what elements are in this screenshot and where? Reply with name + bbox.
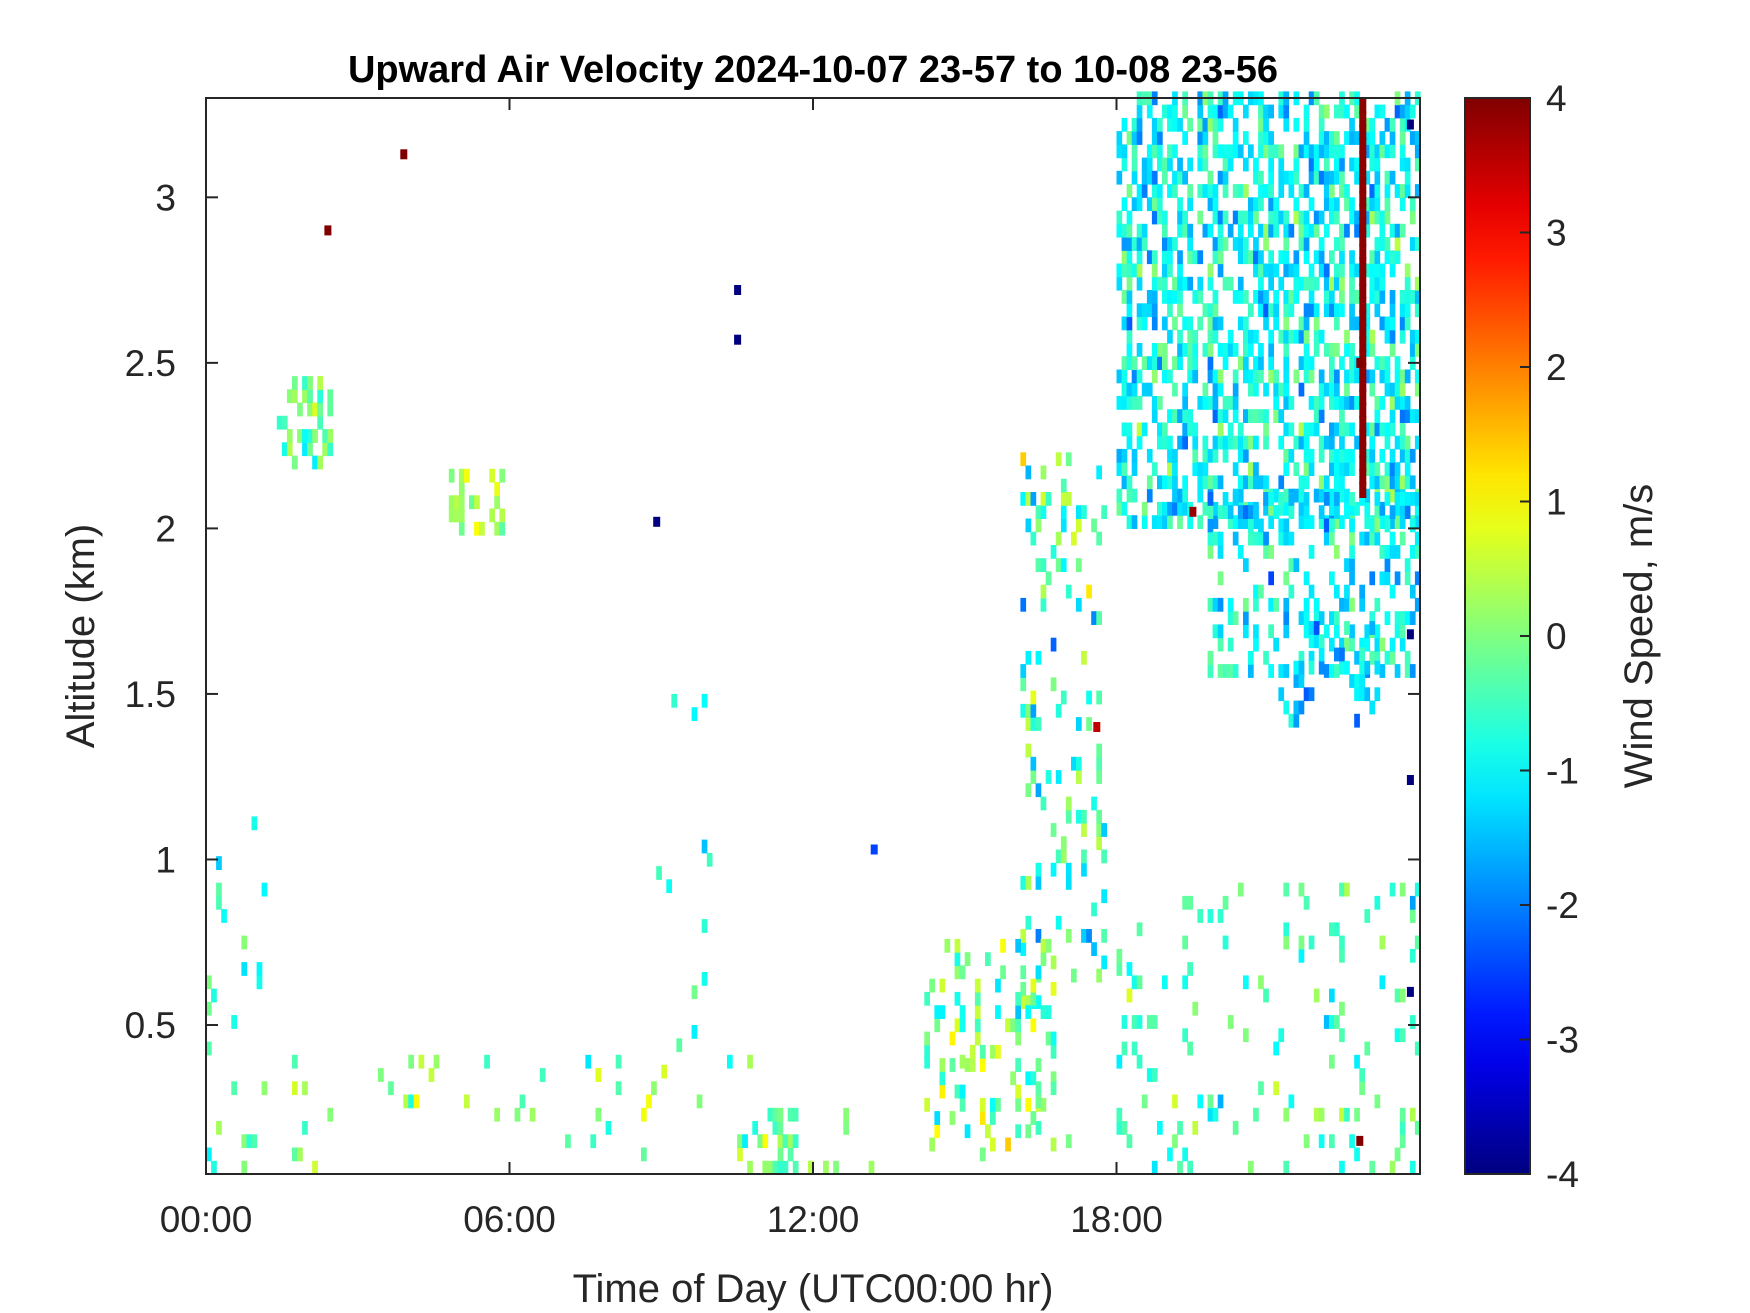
x-tick-label: 18:00: [1070, 1199, 1163, 1240]
data-point: [1093, 722, 1101, 732]
x-tick-label: 12:00: [767, 1199, 860, 1240]
data-point: [1356, 1135, 1364, 1146]
y-axis: 0.5 1 1.5 2 2.5 3: [125, 177, 1420, 1046]
colorbar-tick-label: 4: [1546, 78, 1567, 119]
data-point: [653, 516, 661, 527]
data-point: [870, 844, 878, 855]
data-point: [1406, 629, 1414, 640]
colorbar-gradient: [1464, 97, 1531, 1175]
y-tick-label: 2.5: [125, 343, 176, 384]
colorbar-tick-label: -2: [1546, 885, 1579, 926]
heatmap-cells: [206, 91, 1421, 1175]
x-axis-label: Time of Day (UTC00:00 hr): [573, 1267, 1054, 1311]
chart-title: Upward Air Velocity 2024-10-07 23-57 to …: [348, 49, 1278, 91]
x-tick-label: 00:00: [160, 1199, 253, 1240]
y-tick-label: 1.5: [125, 674, 176, 715]
x-tick-label: 06:00: [463, 1199, 556, 1240]
y-tick-label: 0.5: [125, 1005, 176, 1046]
data-point: [324, 225, 332, 236]
data-point: [1406, 119, 1414, 130]
colorbar-tick-label: 1: [1546, 482, 1567, 523]
y-tick-label: 1: [155, 839, 176, 880]
colorbar-tick-label: -4: [1546, 1154, 1579, 1195]
data-point: [400, 149, 408, 160]
colorbar-tick-label: -1: [1546, 751, 1579, 792]
colorbar-tick-label: -3: [1546, 1020, 1579, 1061]
colorbar-tick-label: 0: [1546, 616, 1567, 657]
data-point: [1406, 775, 1414, 785]
colorbar-tick-label: 3: [1546, 213, 1567, 254]
data-point: [734, 285, 742, 295]
data-point: [1406, 986, 1414, 997]
data-point: [1356, 357, 1364, 368]
y-tick-label: 3: [155, 177, 176, 218]
colorbar-label: Wind Speed, m/s: [1617, 484, 1661, 789]
x-axis: 00:00 06:00 12:00 18:00: [160, 98, 1163, 1240]
data-point: [734, 334, 742, 345]
y-axis-label: Altitude (km): [59, 524, 103, 749]
colorbar-tick-label: 2: [1546, 347, 1567, 388]
data-point: [1189, 506, 1197, 517]
y-tick-label: 2: [155, 508, 176, 549]
colorbar: -4 -3 -2 -1 0 1 2 3 4: [1464, 78, 1579, 1195]
